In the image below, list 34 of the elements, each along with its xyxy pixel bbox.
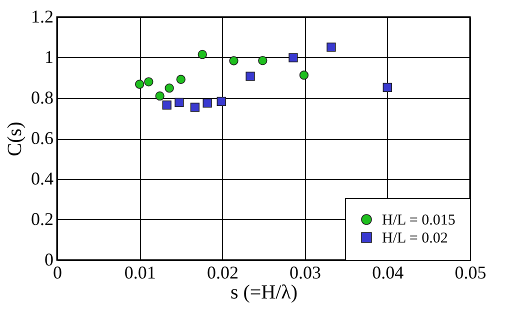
legend-label: H/L = 0.02 — [382, 230, 448, 246]
point — [162, 100, 172, 110]
y-tick-label: 0.4 — [31, 168, 54, 188]
x-axis-title: s (=H/λ) — [230, 282, 298, 304]
x-tick-label: 0.04 — [372, 262, 404, 282]
y-tick-label: 1 — [44, 47, 54, 67]
x-tick-label: 0.03 — [290, 262, 322, 282]
y-tick-label: 1.2 — [31, 6, 54, 26]
point — [202, 98, 212, 108]
x-tick-label: 0.01 — [124, 262, 156, 282]
point — [382, 82, 392, 92]
point — [229, 56, 238, 66]
point — [299, 70, 309, 80]
point — [164, 84, 174, 93]
x-tick-label: 0.02 — [206, 262, 238, 282]
point — [144, 77, 154, 86]
point — [326, 42, 336, 52]
y-axis-title: C(s) — [4, 122, 26, 156]
y-tick-label: 0.2 — [31, 209, 54, 229]
point — [174, 98, 184, 108]
y-tick-label: 0.8 — [31, 88, 54, 108]
y-tick-label: 0 — [44, 250, 54, 270]
point — [198, 50, 207, 60]
legend-label: H/L = 0.015 — [382, 212, 456, 228]
point — [258, 56, 268, 66]
x-tick-label: 0.05 — [454, 262, 486, 282]
point — [176, 74, 186, 84]
point — [155, 91, 164, 101]
point — [135, 80, 144, 89]
point — [246, 72, 255, 81]
point — [216, 96, 226, 106]
point — [190, 102, 200, 112]
point — [288, 53, 298, 62]
y-tick-label: 0.6 — [31, 128, 54, 148]
